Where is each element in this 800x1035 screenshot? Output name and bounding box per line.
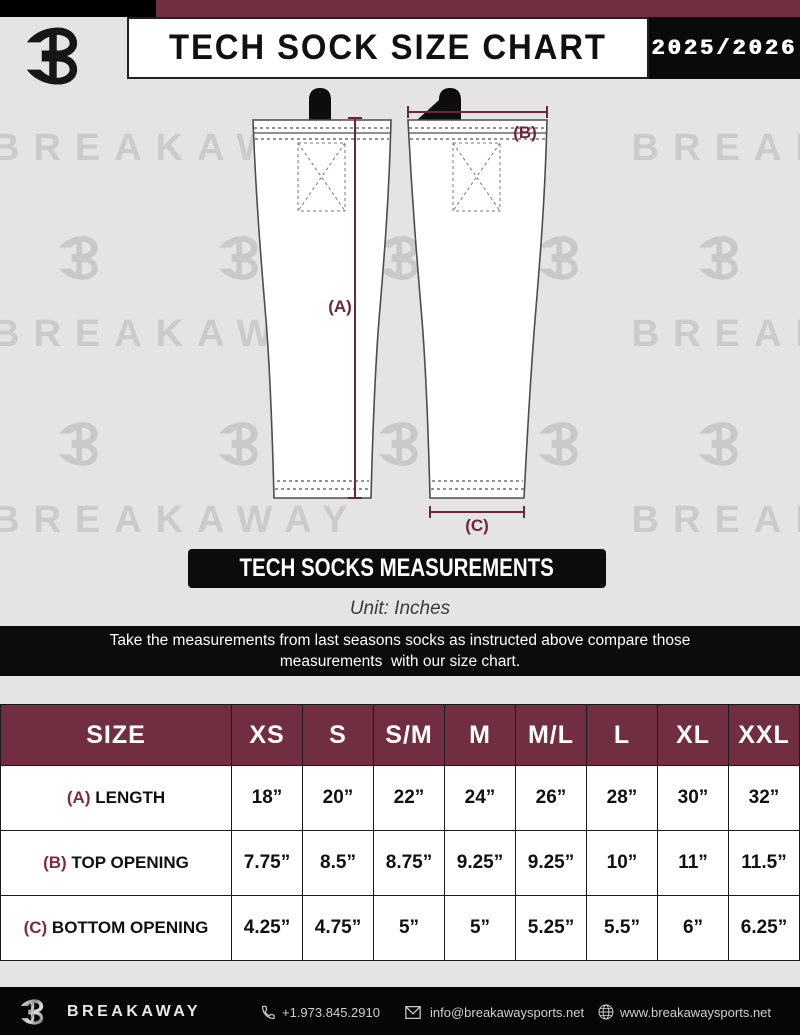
svg-text:(C): (C) xyxy=(465,516,489,535)
svg-text:(A): (A) xyxy=(328,297,352,316)
svg-text:(B): (B) xyxy=(513,123,537,142)
